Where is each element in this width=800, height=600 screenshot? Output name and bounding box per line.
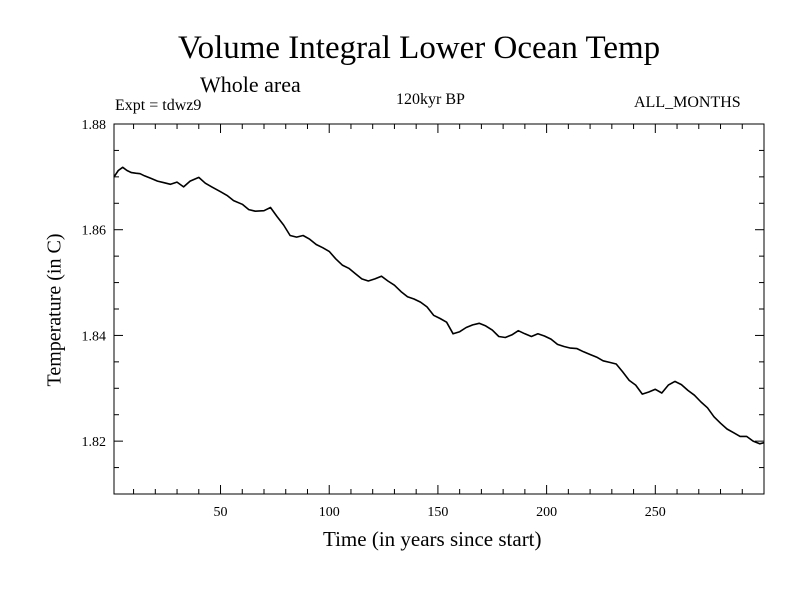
y-tick-label: 1.84 [82,329,107,344]
x-tick-label: 100 [319,505,340,520]
axis-ticks [114,123,764,495]
x-tick-label: 50 [214,505,228,520]
series-line [113,166,765,445]
axis-tick-labels: 50 100 150 200 250 1.82 1.84 1.86 1.88 [82,118,666,520]
x-tick-label: 250 [645,505,666,520]
x-tick-label: 150 [427,505,448,520]
x-tick-label: 200 [536,505,557,520]
experiment-label: Expt = tdwz9 [115,97,202,114]
months-label: ALL_MONTHS [634,94,741,111]
y-tick-label: 1.86 [82,224,107,239]
y-tick-label: 1.88 [82,118,107,133]
chart-title: Volume Integral Lower Ocean Temp [178,30,661,66]
plot-area-frame [113,123,765,495]
y-tick-label: 1.82 [82,435,107,450]
period-label: 120kyr BP [396,91,465,108]
x-axis-label: Time (in years since start) [323,527,542,551]
chart-subtitle: Whole area [200,72,301,97]
